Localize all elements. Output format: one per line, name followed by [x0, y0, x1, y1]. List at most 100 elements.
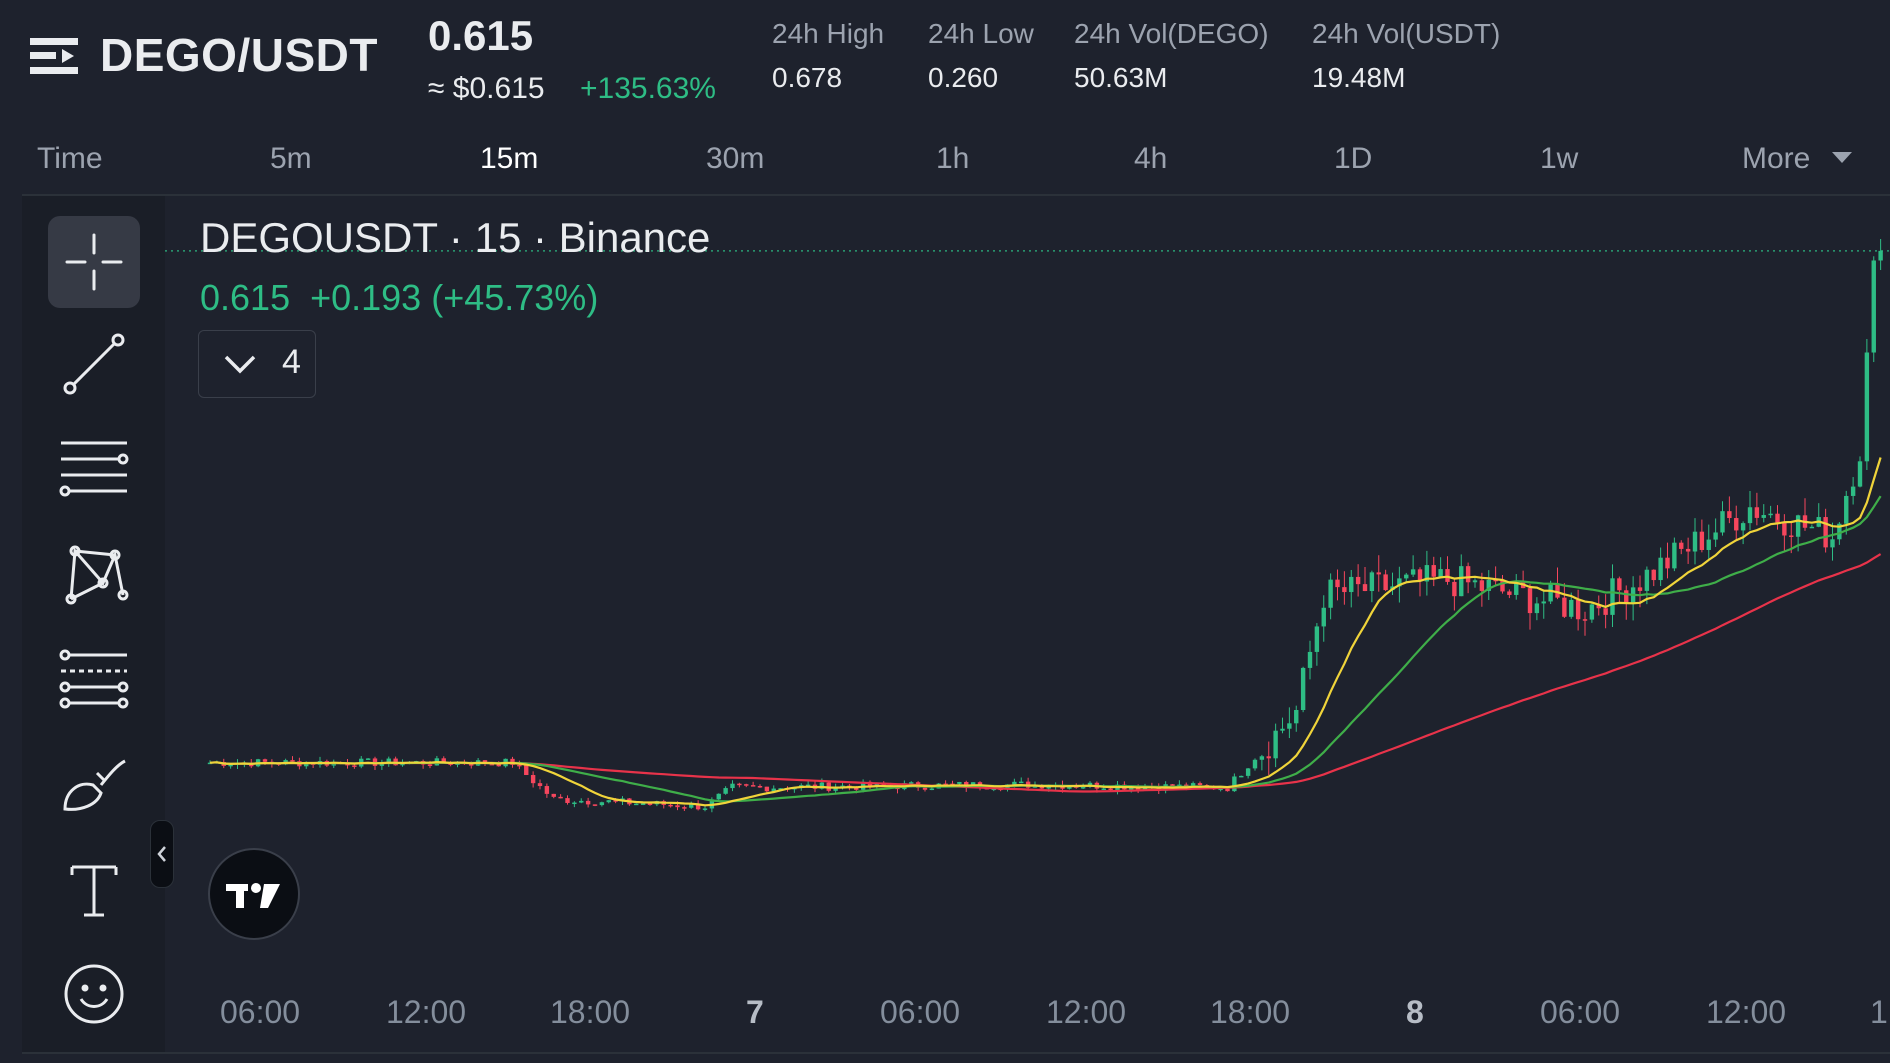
candle-body — [1101, 788, 1106, 790]
candle-body — [1844, 495, 1849, 524]
candle-body — [496, 763, 501, 767]
trend-line-tool[interactable] — [48, 318, 140, 410]
candle-body — [1252, 759, 1258, 769]
candle-body — [1355, 576, 1361, 585]
candle-body — [1465, 566, 1471, 583]
candle-body — [427, 764, 433, 766]
tab-15m[interactable]: 15m — [480, 142, 539, 175]
candle-body — [1280, 728, 1285, 731]
horizontal-lines-tool[interactable] — [48, 422, 140, 514]
candle-body — [764, 786, 770, 792]
candle-body — [1314, 626, 1320, 652]
ma-fast-line — [209, 457, 1882, 807]
change-percent: +135.63% — [580, 72, 716, 105]
candle-body — [551, 793, 556, 797]
tab-4h[interactable]: 4h — [1134, 142, 1168, 175]
candle-body — [1472, 580, 1478, 583]
fib-tool[interactable] — [48, 634, 140, 726]
candle-body — [1266, 756, 1271, 759]
candle-body — [922, 787, 928, 790]
candle-body — [1225, 788, 1230, 792]
price-chart[interactable] — [165, 196, 1890, 986]
candle-body — [1376, 572, 1381, 575]
candle-body — [1300, 667, 1306, 710]
candle-body — [524, 765, 529, 776]
candle-body — [874, 782, 880, 787]
crosshair-tool[interactable] — [48, 216, 140, 308]
tab-1h[interactable]: 1h — [936, 142, 970, 175]
candle-body — [469, 764, 474, 766]
candle-body — [1218, 788, 1223, 791]
emoji-tool[interactable] — [48, 948, 140, 1040]
text-icon — [70, 865, 118, 917]
stat-value-vol-quote: 19.48M — [1312, 62, 1406, 93]
candle-body — [1259, 756, 1265, 760]
chevron-left-icon — [157, 846, 166, 862]
pattern-tool[interactable] — [48, 528, 140, 620]
emoji-icon — [64, 964, 124, 1024]
x-tick: 12:00 — [1706, 994, 1787, 1030]
approx-usd-price: ≈ $0.615 — [428, 72, 545, 105]
candle-body — [1273, 730, 1278, 759]
chart-symbol-legend: DEGOUSDT · 15 · Binance — [200, 214, 711, 261]
candle-body — [1452, 581, 1457, 597]
candle-body — [1232, 776, 1237, 792]
tab-1w[interactable]: 1w — [1540, 142, 1579, 175]
candle-body — [1369, 572, 1375, 592]
candle-body — [1864, 352, 1870, 462]
candle-body — [1734, 518, 1739, 531]
candle-body — [1699, 531, 1705, 550]
indicator-toggle[interactable] — [198, 330, 316, 398]
candle-body — [1727, 511, 1732, 519]
x-tick-day: 8 — [1406, 994, 1424, 1030]
candle-body — [1589, 604, 1595, 620]
stat-value-high: 0.678 — [772, 62, 843, 93]
candle-body — [1459, 566, 1464, 597]
candle-body — [1445, 569, 1450, 582]
x-tick: 18:00 — [1210, 994, 1291, 1030]
tab-30m[interactable]: 30m — [706, 142, 765, 175]
tab-more[interactable]: More — [1742, 142, 1811, 175]
candle-body — [1321, 607, 1326, 627]
text-tool[interactable] — [48, 844, 140, 936]
candle-body — [1294, 709, 1299, 724]
candle-body — [386, 758, 391, 764]
divider — [22, 1052, 1890, 1054]
candle-body — [1658, 557, 1663, 581]
candle-body — [558, 796, 563, 799]
collapse-toolbar-button[interactable] — [150, 820, 174, 888]
tab-time[interactable]: Time — [37, 142, 103, 175]
menu-icon[interactable] — [30, 36, 78, 76]
candle-body — [1245, 768, 1251, 776]
candle-body — [1080, 787, 1086, 789]
candle-body — [819, 782, 825, 789]
candle-body — [1740, 523, 1746, 531]
tab-5m[interactable]: 5m — [270, 142, 312, 175]
x-tick: 1 — [1870, 994, 1888, 1030]
candle-body — [1417, 569, 1423, 582]
candle-body — [1342, 587, 1347, 593]
candle-body — [1514, 581, 1519, 595]
tradingview-logo[interactable] — [208, 848, 300, 940]
x-tick: 12:00 — [1046, 994, 1127, 1030]
candle-body — [1624, 590, 1629, 604]
trend-line-icon — [63, 333, 125, 395]
candle-body — [352, 765, 357, 767]
candle-body — [1754, 507, 1760, 518]
stat-label-vol-base: 24h Vol(DEGO) — [1074, 18, 1269, 49]
chevron-down-icon[interactable] — [1832, 152, 1852, 163]
candle-body — [1362, 584, 1368, 592]
brush-tool[interactable] — [48, 738, 140, 830]
candle-body — [1795, 515, 1801, 537]
tab-1d[interactable]: 1D — [1334, 142, 1373, 175]
pair-title[interactable]: DEGO/USDT — [100, 29, 378, 81]
candle-body — [1410, 569, 1416, 575]
x-tick: 06:00 — [1540, 994, 1621, 1030]
candle-body — [613, 800, 618, 802]
candle-body — [1335, 579, 1340, 588]
stat-label-low: 24h Low — [928, 18, 1034, 49]
candle-body — [1720, 511, 1725, 533]
candle-body — [1823, 517, 1828, 548]
candle-body — [1424, 565, 1430, 582]
candle-body — [1706, 539, 1711, 550]
